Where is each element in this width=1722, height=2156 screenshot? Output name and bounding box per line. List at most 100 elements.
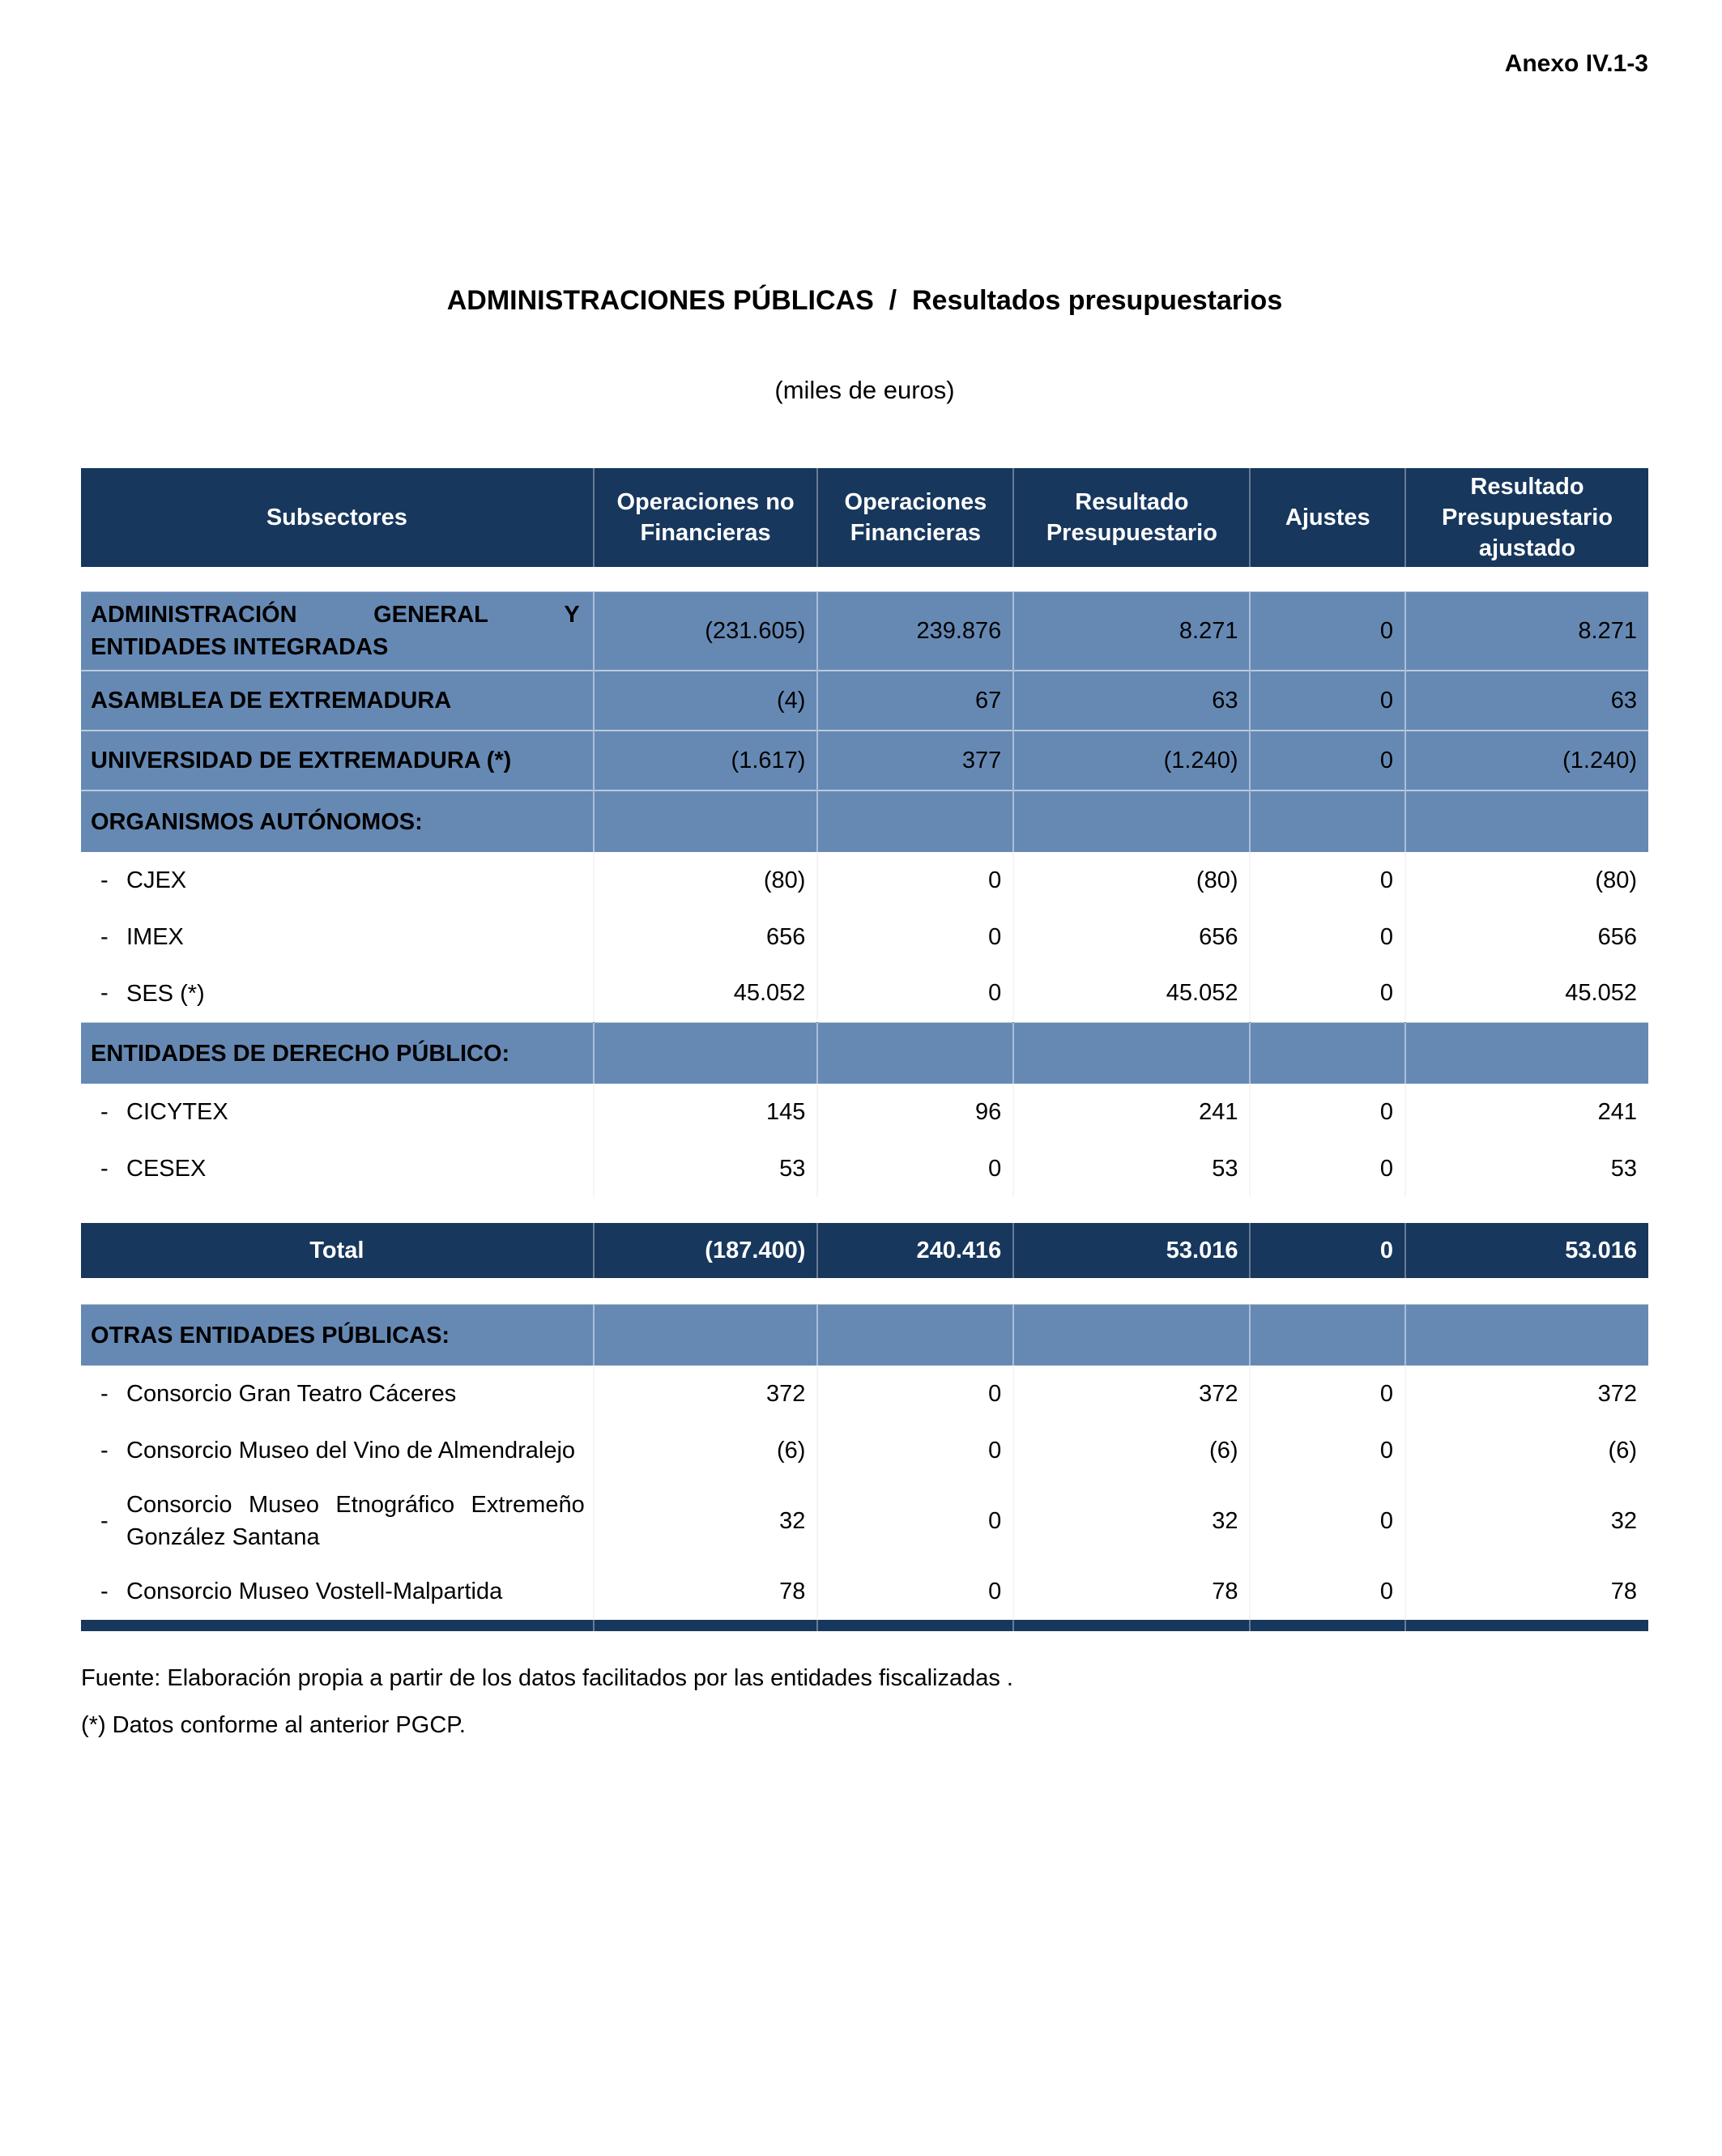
row-label-text: IMEX [126, 924, 184, 950]
row-label: ORGANISMOS AUTÓNOMOS: [81, 790, 594, 852]
spacer-cell [81, 1278, 1648, 1304]
cell-value: 8.271 [1012, 590, 1251, 671]
cell-value: 372 [1404, 1366, 1648, 1422]
cell-value: (6) [1012, 1422, 1251, 1479]
cell-value: 0 [816, 852, 1014, 909]
cell-value [1249, 1303, 1406, 1366]
row-label: - IMEX [81, 909, 594, 965]
annex-label: Anexo IV.1-3 [1504, 50, 1648, 77]
cell-value: (80) [592, 852, 818, 909]
cell-value: 32 [1404, 1479, 1648, 1563]
table-bottom-bar [81, 1620, 1648, 1631]
header-row: Subsectores Operaciones no Financieras O… [81, 468, 1648, 567]
cell-value: 377 [816, 730, 1014, 790]
dash-bullet: - [100, 1507, 109, 1534]
row-label-text: Consorcio Gran Teatro Cáceres [126, 1381, 457, 1407]
table-row: - CICYTEX 145 96 241 0 241 [81, 1084, 1648, 1140]
table-row: - IMEX 656 0 656 0 656 [81, 909, 1648, 965]
cell-value: 372 [1012, 1366, 1251, 1422]
spacer-row [81, 567, 1648, 591]
cell-value [1012, 790, 1251, 852]
row-label-text: Consorcio Museo Etnográfico Extremeño Go… [126, 1492, 585, 1550]
cell-value: 656 [1012, 909, 1251, 965]
cell-value: (80) [1012, 852, 1251, 909]
table-row: ASAMBLEA DE EXTREMADURA (4) 67 63 0 63 [81, 670, 1648, 731]
dash-bullet: - [100, 1380, 109, 1407]
item-label-wrap: - Consorcio Museo del Vino de Almendralej… [81, 1425, 585, 1476]
row-label: Total [81, 1223, 594, 1278]
item-label-wrap: - CJEX [81, 854, 585, 906]
cell-value: 53 [592, 1140, 818, 1197]
cell-value: 53.016 [1012, 1223, 1251, 1278]
cell-value: 0 [1249, 590, 1406, 671]
results-table: Subsectores Operaciones no Financieras O… [81, 468, 1648, 1631]
cell-value: 372 [592, 1366, 818, 1422]
cell-value: 0 [1249, 1366, 1406, 1422]
cell-value: 0 [1249, 1140, 1406, 1197]
cell-value [1404, 790, 1648, 852]
cell-value: 0 [816, 1479, 1014, 1563]
row-label-text: Consorcio Museo Vostell-Malpartida [126, 1579, 503, 1604]
cell-value [1249, 790, 1406, 852]
cell-value: 145 [592, 1084, 818, 1140]
cell-value: (6) [1404, 1422, 1648, 1479]
cell-value: 0 [816, 1140, 1014, 1197]
cell-value: 53 [1012, 1140, 1251, 1197]
cell-value: 45.052 [1012, 965, 1251, 1022]
table-row: OTRAS ENTIDADES PÚBLICAS: [81, 1303, 1648, 1366]
table-row: - CJEX (80) 0 (80) 0 (80) [81, 852, 1648, 909]
row-label-text: CJEX [126, 867, 187, 893]
cell-value: (1.617) [592, 730, 818, 790]
row-label: ENTIDADES DE DERECHO PÚBLICO: [81, 1021, 594, 1084]
cell-value: 241 [1012, 1084, 1251, 1140]
item-label-wrap: - IMEX [81, 911, 585, 963]
cell-value: 0 [1249, 909, 1406, 965]
cell-value [1249, 1021, 1406, 1084]
bottom-bar-cell [1404, 1620, 1648, 1631]
table-row: ORGANISMOS AUTÓNOMOS: [81, 790, 1648, 852]
column-header-resultado-ajustado: Resultado Presupuestario ajustado [1404, 468, 1648, 567]
cell-value: 32 [592, 1479, 818, 1563]
cell-value: 0 [816, 1366, 1014, 1422]
cell-value: (6) [592, 1422, 818, 1479]
dash-bullet: - [100, 980, 109, 1006]
cell-value: 656 [592, 909, 818, 965]
column-header-operaciones-financieras: Operaciones Financieras [816, 468, 1014, 567]
table-row: - CESEX 53 0 53 0 53 [81, 1140, 1648, 1197]
table-row: - SES (*) 45.052 0 45.052 0 45.052 [81, 965, 1648, 1022]
cell-value [816, 790, 1014, 852]
cell-value: 239.876 [816, 590, 1014, 671]
table-row: - Consorcio Museo Etnográfico Extremeño G… [81, 1479, 1648, 1563]
dash-bullet: - [100, 867, 109, 893]
cell-value: 241 [1404, 1084, 1648, 1140]
item-label-wrap: - Consorcio Gran Teatro Cáceres [81, 1368, 585, 1420]
cell-value: 0 [816, 1422, 1014, 1479]
cell-value: 78 [1404, 1563, 1648, 1620]
item-label-wrap: - CESEX [81, 1143, 585, 1195]
cell-value: 96 [816, 1084, 1014, 1140]
cell-value: 0 [1249, 1223, 1406, 1278]
spacer-row [81, 1278, 1648, 1304]
cell-value: 63 [1404, 670, 1648, 731]
row-label-text: CICYTEX [126, 1099, 228, 1125]
cell-value: 45.052 [1404, 965, 1648, 1022]
table-row: - Consorcio Gran Teatro Cáceres 372 0 372 0 37… [81, 1366, 1648, 1422]
column-header-resultado-presupuestario: Resultado Presupuestario [1012, 468, 1251, 567]
column-header-ajustes: Ajustes [1249, 468, 1406, 567]
table-row: - Consorcio Museo Vostell-Malpartida 78 0 78… [81, 1563, 1648, 1620]
asterisk-note: (*) Datos conforme al anterior PGCP. [81, 1712, 466, 1738]
cell-value: (1.240) [1012, 730, 1251, 790]
row-label: ASAMBLEA DE EXTREMADURA [81, 670, 594, 731]
row-label: OTRAS ENTIDADES PÚBLICAS: [81, 1303, 594, 1366]
cell-value: (1.240) [1404, 730, 1648, 790]
cell-value: 0 [816, 1563, 1014, 1620]
cell-value: 0 [1249, 1479, 1406, 1563]
row-label: ADMINISTRACIÓN GENERAL Y ENTIDADES INTEG… [81, 590, 594, 671]
cell-value [592, 1303, 818, 1366]
cell-value: 0 [1249, 670, 1406, 731]
table-row: ENTIDADES DE DERECHO PÚBLICO: [81, 1021, 1648, 1084]
cell-value [1404, 1303, 1648, 1366]
cell-value: 78 [592, 1563, 818, 1620]
cell-value: 0 [1249, 965, 1406, 1022]
